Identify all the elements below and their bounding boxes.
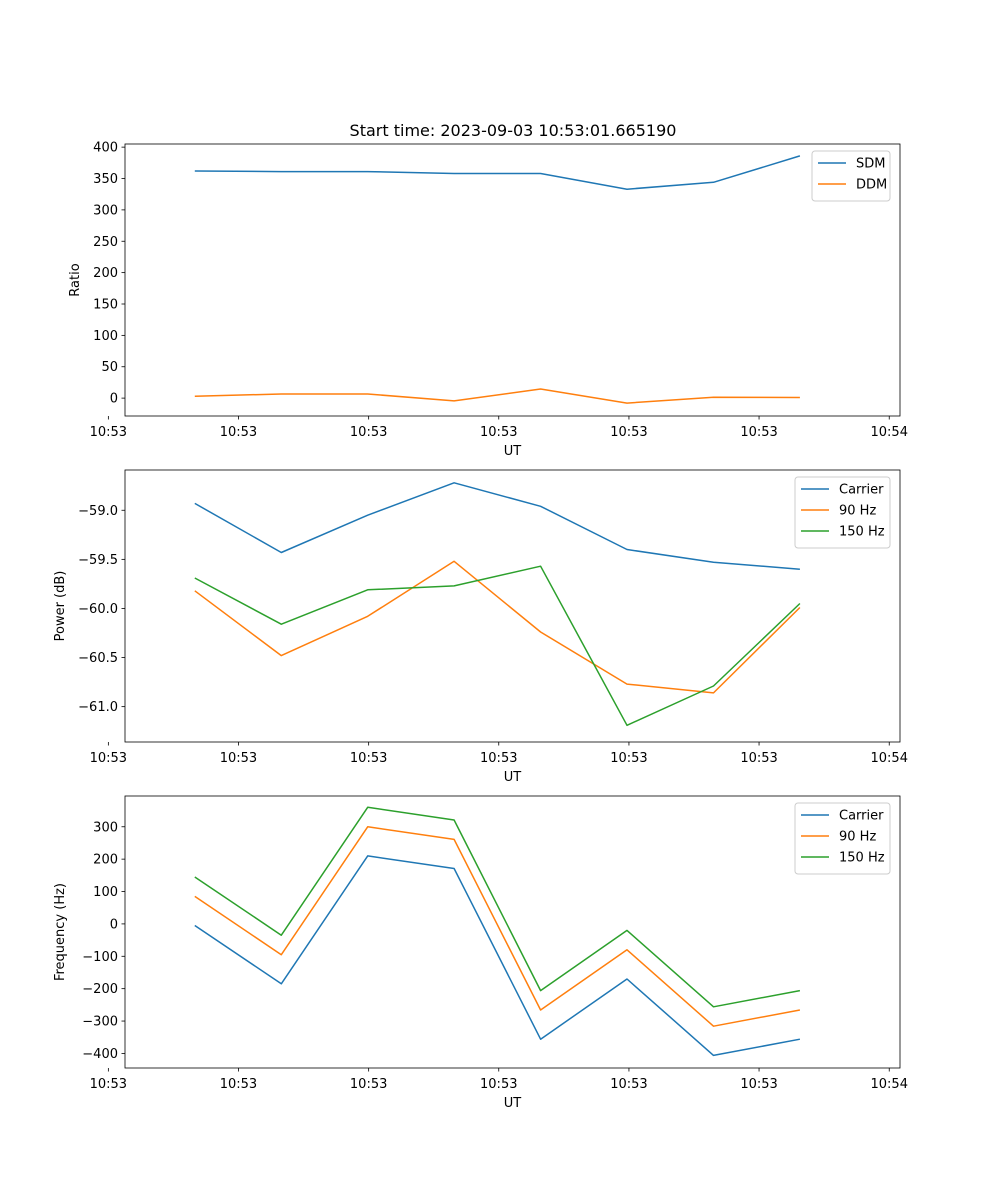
series-line-90-hz xyxy=(194,826,801,1027)
legend: Carrier 90 Hz 150 Hz xyxy=(794,476,891,549)
x-tick-label: 10:53 xyxy=(610,1077,647,1092)
x-tick-label: 10:53 xyxy=(350,751,387,766)
x-tick-label: 10:53 xyxy=(350,425,387,440)
legend-label: 90 Hz xyxy=(839,830,876,845)
y-tick-label: −100 xyxy=(82,950,118,965)
x-tick-label: 10:53 xyxy=(220,425,257,440)
chart-panel-3: 10:53 10:53 10:53 10:53 10:53 10:53 10:54 −400 −… xyxy=(53,795,908,1111)
y-axis-label: Power (dB) xyxy=(53,571,68,642)
y-tick-label: −200 xyxy=(82,982,118,997)
legend-label: 150 Hz xyxy=(839,525,885,540)
y-tick-label: 200 xyxy=(93,266,118,281)
chart-panel-2: 10:53 10:53 10:53 10:53 10:53 10:53 10:54 −61.0… xyxy=(53,469,908,785)
y-tick-label: 300 xyxy=(93,820,118,835)
x-tick-label: 10:53 xyxy=(480,751,517,766)
x-tick-label: 10:54 xyxy=(871,425,908,440)
y-tick-label: 100 xyxy=(93,329,118,344)
y-tick-label: 200 xyxy=(93,853,118,868)
x-tick-label: 10:53 xyxy=(220,751,257,766)
axes-frame xyxy=(124,795,901,1069)
y-tick-label: 0 xyxy=(110,392,118,407)
legend-label: 150 Hz xyxy=(839,851,885,866)
axes-frame xyxy=(124,469,901,743)
x-tick-label: 10:53 xyxy=(90,1077,127,1092)
x-tick-label: 10:53 xyxy=(740,425,777,440)
chart-panels: 10:53 10:53 10:53 10:53 10:53 10:53 10:54 0 50 10… xyxy=(53,141,908,1111)
chart-panel-1: 10:53 10:53 10:53 10:53 10:53 10:53 10:54 0 50 10… xyxy=(68,141,908,459)
series-line-90-hz xyxy=(194,560,801,694)
x-tick-label: 10:54 xyxy=(871,751,908,766)
series-line-carrier xyxy=(194,482,800,570)
legend-label: Carrier xyxy=(839,483,884,498)
x-tick-label: 10:53 xyxy=(740,1077,777,1092)
x-tick-label: 10:53 xyxy=(220,1077,257,1092)
legend: SDM DDM xyxy=(811,150,891,202)
legend-label: SDM xyxy=(856,157,885,172)
legend-label: 90 Hz xyxy=(839,504,876,519)
x-tick-label: 10:53 xyxy=(350,1077,387,1092)
x-tick-label: 10:53 xyxy=(740,751,777,766)
y-tick-label: 50 xyxy=(101,360,118,375)
x-tick-label: 10:53 xyxy=(90,751,127,766)
y-tick-label: −60.0 xyxy=(78,602,118,617)
legend-label: Carrier xyxy=(839,809,884,824)
x-tick-label: 10:53 xyxy=(480,425,517,440)
series-line-150-hz xyxy=(194,565,801,727)
y-axis-label: Ratio xyxy=(68,263,83,296)
x-tick-label: 10:53 xyxy=(610,425,647,440)
y-tick-label: 400 xyxy=(93,141,118,156)
y-axis-label: Frequency (Hz) xyxy=(53,883,68,981)
y-tick-label: −60.5 xyxy=(78,651,118,666)
x-axis-label: UT xyxy=(504,1096,522,1111)
y-tick-label: −300 xyxy=(82,1015,118,1030)
y-tick-label: 0 xyxy=(110,917,118,932)
axes-frame xyxy=(124,143,901,417)
series-line-sdm xyxy=(194,155,801,190)
y-tick-label: 150 xyxy=(93,298,118,313)
y-tick-label: 300 xyxy=(93,203,118,218)
y-tick-label: −59.5 xyxy=(78,553,118,568)
y-tick-label: −59.0 xyxy=(78,504,118,519)
series-line-ddm xyxy=(194,388,800,404)
figure-title: Start time: 2023-09-03 10:53:01.665190 xyxy=(350,121,677,140)
y-tick-label: 100 xyxy=(93,885,118,900)
y-tick-label: 250 xyxy=(93,235,118,250)
x-tick-label: 10:54 xyxy=(871,1077,908,1092)
y-tick-label: −400 xyxy=(82,1047,118,1062)
series-line-150-hz xyxy=(194,806,801,1008)
x-axis-label: UT xyxy=(504,444,522,459)
x-tick-label: 10:53 xyxy=(610,751,647,766)
x-tick-label: 10:53 xyxy=(90,425,127,440)
legend-label: DDM xyxy=(856,178,887,193)
legend: Carrier 90 Hz 150 Hz xyxy=(794,802,891,875)
series-line-carrier xyxy=(194,855,801,1057)
y-tick-label: 350 xyxy=(93,172,118,187)
x-tick-label: 10:53 xyxy=(480,1077,517,1092)
y-tick-label: −61.0 xyxy=(78,700,118,715)
x-axis-label: UT xyxy=(504,770,522,785)
